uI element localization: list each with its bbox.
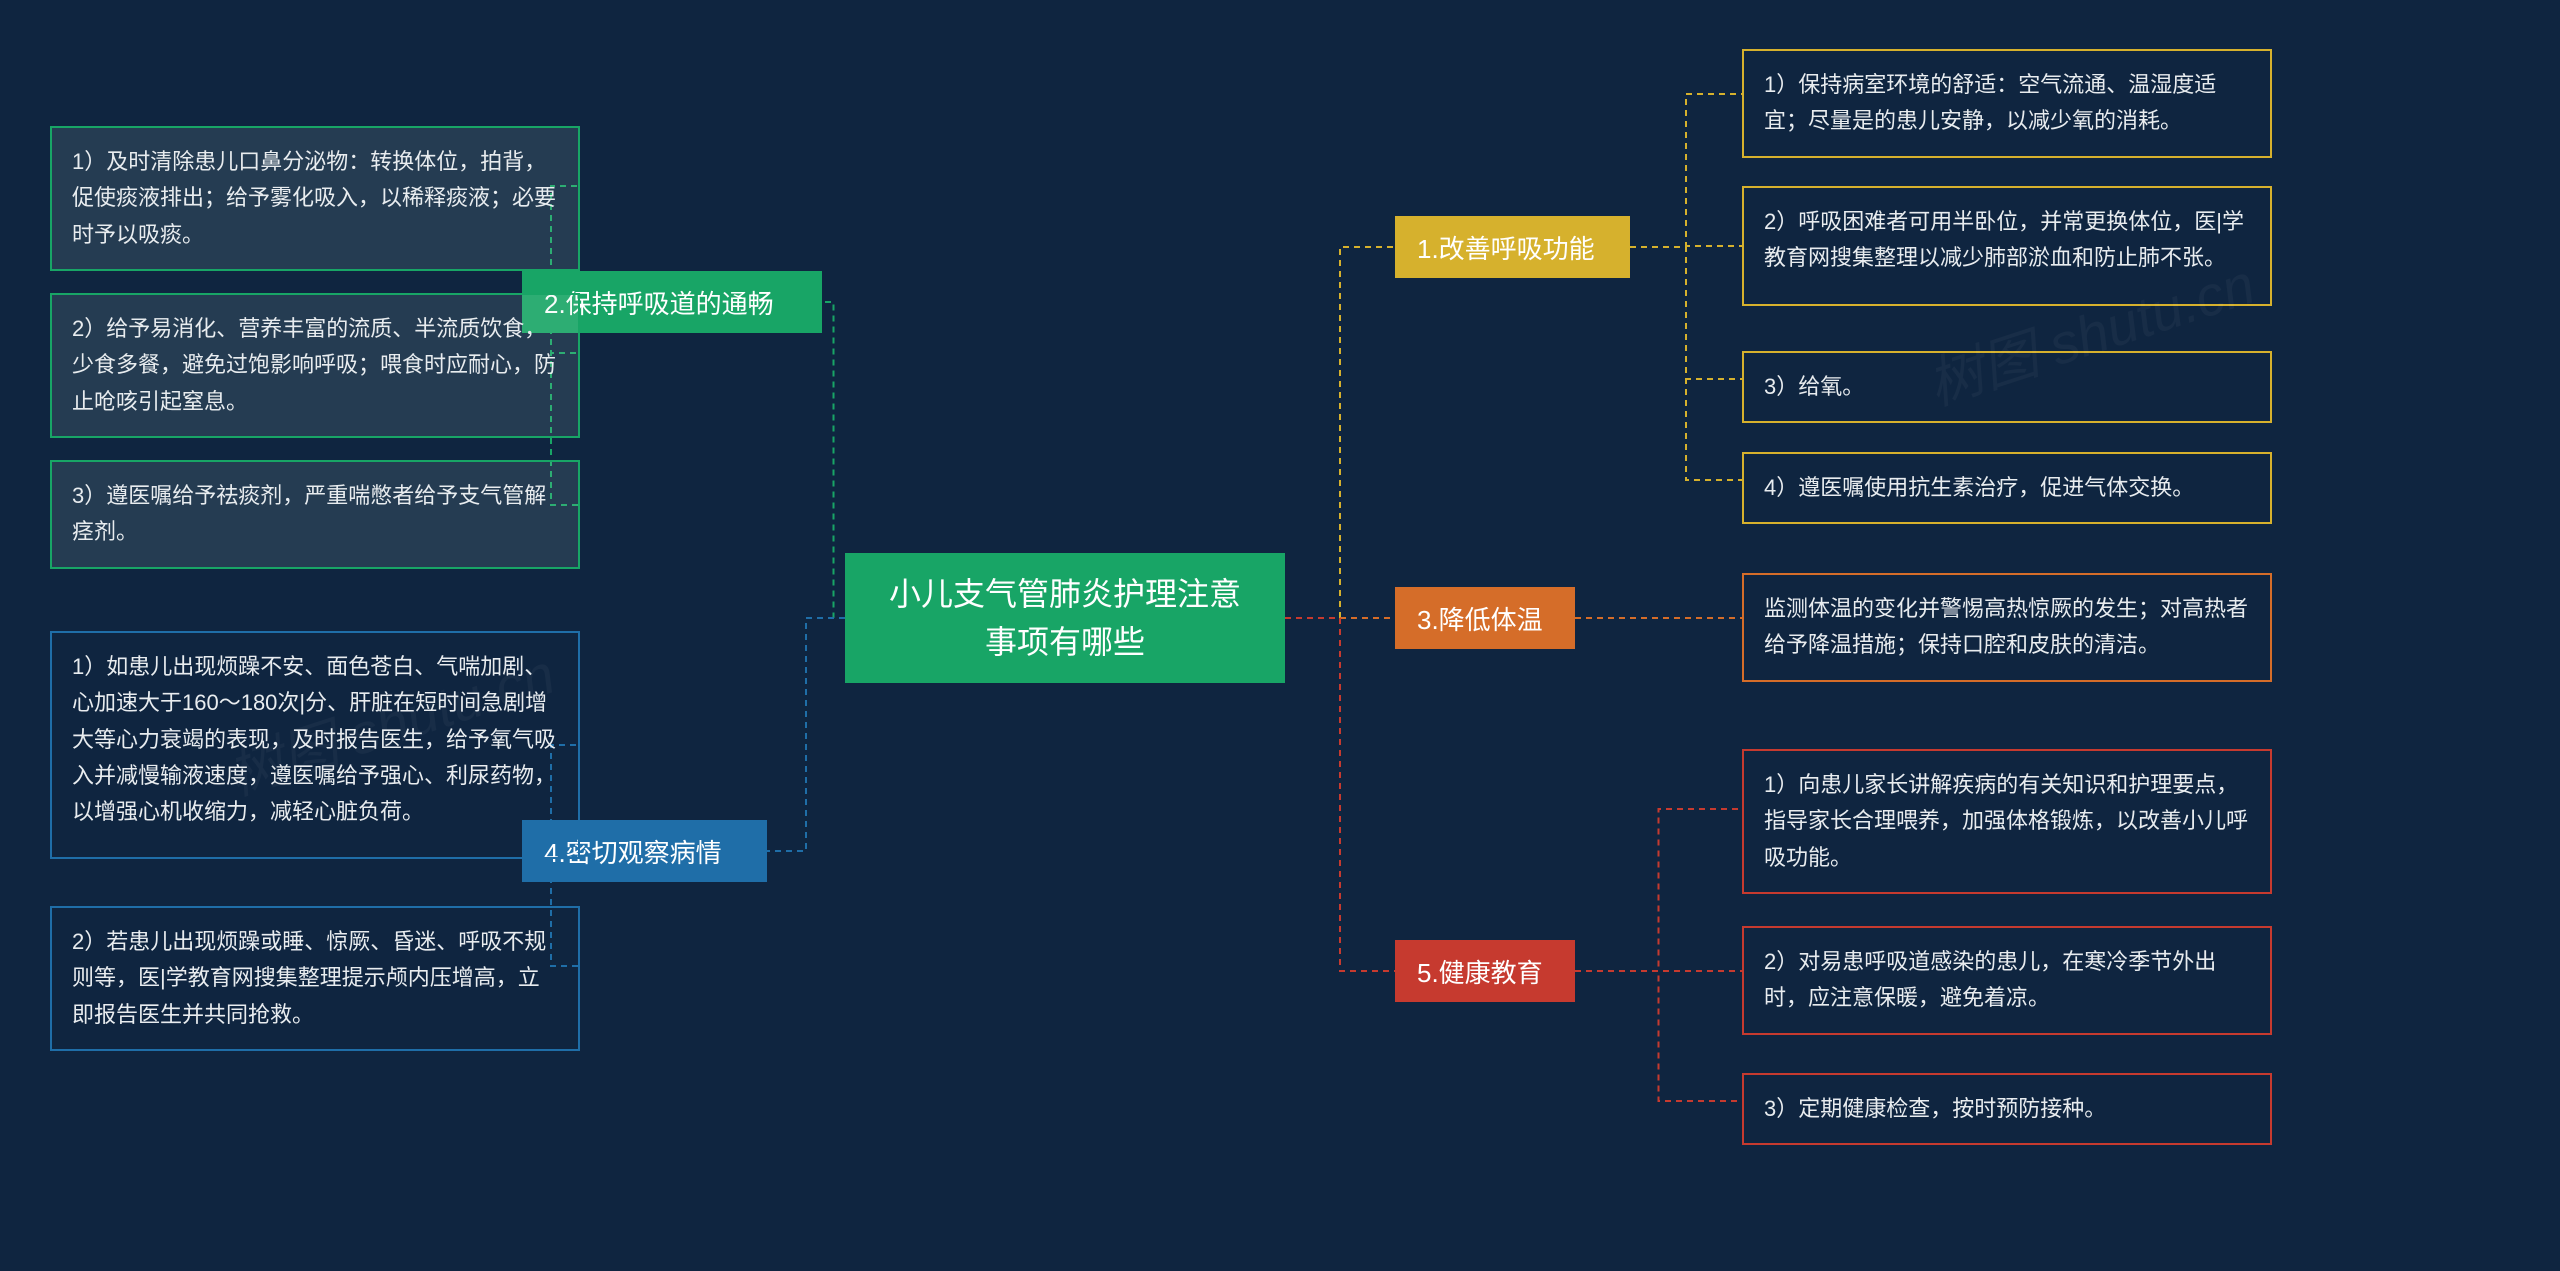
leaf-node: 3）给氧。 bbox=[1742, 351, 2272, 423]
leaf-node: 1）向患儿家长讲解疾病的有关知识和护理要点，指导家长合理喂养，加强体格锻炼，以改… bbox=[1742, 749, 2272, 894]
center-node: 小儿支气管肺炎护理注意事项有哪些 bbox=[845, 553, 1285, 683]
leaf-node: 1）如患儿出现烦躁不安、面色苍白、气喘加剧、心加速大于160～180次|分、肝脏… bbox=[50, 631, 580, 859]
leaf-node: 2）对易患呼吸道感染的患儿，在寒冷季节外出时，应注意保暖，避免着凉。 bbox=[1742, 926, 2272, 1035]
leaf-node: 1）及时清除患儿口鼻分泌物：转换体位，拍背，促使痰液排出；给予雾化吸入，以稀释痰… bbox=[50, 126, 580, 271]
branch-node-b5: 5.健康教育 bbox=[1395, 940, 1575, 1002]
leaf-node: 3）遵医嘱给予祛痰剂，严重喘憋者给予支气管解痉剂。 bbox=[50, 460, 580, 569]
leaf-node: 2）给予易消化、营养丰富的流质、半流质饮食，少食多餐，避免过饱影响呼吸；喂食时应… bbox=[50, 293, 580, 438]
leaf-node: 2）若患儿出现烦躁或睡、惊厥、昏迷、呼吸不规则等，医|学教育网搜集整理提示颅内压… bbox=[50, 906, 580, 1051]
leaf-node: 2）呼吸困难者可用半卧位，并常更换体位，医|学教育网搜集整理以减少肺部淤血和防止… bbox=[1742, 186, 2272, 306]
leaf-node: 4）遵医嘱使用抗生素治疗，促进气体交换。 bbox=[1742, 452, 2272, 524]
branch-node-b1: 1.改善呼吸功能 bbox=[1395, 216, 1630, 278]
leaf-node: 3）定期健康检查，按时预防接种。 bbox=[1742, 1073, 2272, 1145]
leaf-node: 1）保持病室环境的舒适：空气流通、温湿度适宜；尽量是的患儿安静，以减少氧的消耗。 bbox=[1742, 49, 2272, 158]
leaf-node: 监测体温的变化并警惕高热惊厥的发生；对高热者给予降温措施；保持口腔和皮肤的清洁。 bbox=[1742, 573, 2272, 682]
branch-node-b3: 3.降低体温 bbox=[1395, 587, 1575, 649]
